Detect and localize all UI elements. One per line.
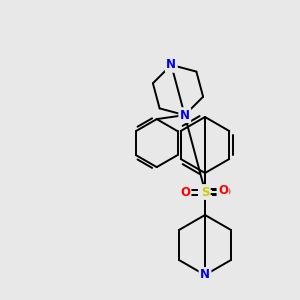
Text: N: N (180, 109, 190, 122)
Text: N: N (166, 58, 176, 71)
Text: O: O (218, 184, 228, 197)
Text: O: O (220, 185, 230, 199)
Text: O: O (180, 185, 190, 199)
Text: N: N (200, 268, 210, 281)
Text: S: S (201, 185, 209, 199)
